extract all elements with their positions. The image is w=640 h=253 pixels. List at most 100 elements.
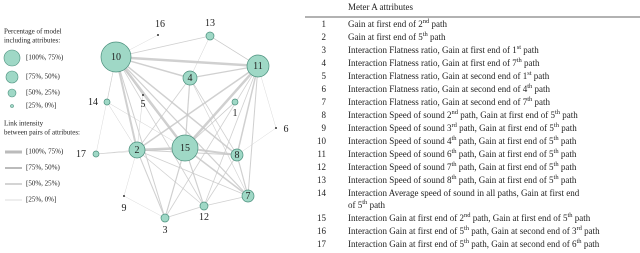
text-part: path — [559, 149, 577, 159]
node-label: 17 — [76, 149, 86, 160]
row-number: 11 — [317, 149, 326, 159]
superscript: th — [451, 135, 457, 142]
text-part: path — [532, 97, 550, 107]
edges — [95, 34, 277, 219]
node-label: 7 — [246, 191, 251, 202]
superscript: th — [451, 161, 457, 168]
text-part: Interaction Gain at first end of 2 — [348, 213, 464, 223]
link — [136, 149, 166, 219]
row-text: Interaction Flatness ratio, Gain at seco… — [348, 70, 550, 81]
node-label: 11 — [253, 61, 263, 72]
node — [157, 34, 159, 36]
link — [136, 94, 144, 151]
legend-label: [50%, 25%) — [26, 180, 60, 188]
text-part: Interaction Flatness ratio, Gain at seco… — [348, 71, 527, 81]
link — [115, 55, 259, 68]
row-number: 5 — [322, 71, 327, 81]
node-label: 5 — [141, 99, 146, 110]
row-number: 4 — [322, 58, 327, 68]
row-number: 7 — [322, 97, 327, 107]
link — [189, 35, 211, 79]
text-part: path — [573, 213, 591, 223]
row-text: Interaction Gain at first end of 2nd pat… — [348, 212, 591, 223]
superscript: th — [451, 174, 457, 181]
link — [164, 205, 205, 219]
row-number: 13 — [317, 175, 327, 185]
superscript: th — [577, 238, 583, 245]
link — [106, 101, 138, 151]
node — [100, 41, 132, 73]
legend-label: [100%, 75%) — [26, 148, 64, 156]
text-part: path, Gain at second end of 3 — [469, 226, 577, 236]
superscript: th — [527, 96, 533, 103]
text-part: path — [559, 175, 577, 185]
link — [115, 35, 211, 58]
superscript: th — [554, 135, 560, 142]
link — [115, 56, 166, 219]
link — [95, 56, 117, 155]
node-label: 10 — [111, 52, 121, 63]
link — [189, 77, 249, 197]
superscript: th — [423, 31, 429, 38]
text-part: Interaction Speed of sound 6 — [348, 149, 452, 159]
row-text: Interaction Speed of sound 4th path, Gai… — [348, 135, 577, 146]
row-number: 6 — [322, 84, 327, 94]
row-number: 15 — [317, 213, 327, 223]
text-part: Interaction Average speed of sound in al… — [348, 188, 580, 198]
node — [230, 148, 244, 162]
text-part: Interaction Flatness ratio, Gain at firs… — [348, 45, 517, 55]
superscript: th — [554, 148, 560, 155]
text-part: path — [532, 84, 550, 94]
node-label: 15 — [180, 143, 190, 154]
link — [115, 56, 205, 207]
text-part: path — [582, 226, 600, 236]
row-text: Interaction Gain at first end of 5th pat… — [348, 225, 600, 236]
text-part: Gain at first end of 5 — [348, 32, 423, 42]
node-label: 12 — [199, 212, 209, 223]
node — [231, 98, 239, 106]
legend-title: including attributes: — [4, 37, 60, 45]
text-part: Interaction Flatness ratio, Gain at seco… — [348, 84, 528, 94]
text-part: path, Gain at first end of 5 — [457, 162, 554, 172]
row-number: 16 — [317, 226, 327, 236]
superscript: rd — [577, 225, 583, 232]
link — [136, 65, 259, 151]
link — [189, 77, 238, 156]
text-part: Interaction Speed of sound 2 — [348, 110, 451, 120]
legend-circle — [10, 104, 14, 108]
legend-title: between pairs of attributes: — [4, 129, 80, 137]
node — [123, 195, 125, 197]
row-text: Interaction Speed of sound 3rd path, Gai… — [348, 122, 577, 133]
row-text: Interaction Flatness ratio, Gain at seco… — [348, 83, 551, 94]
legend-label: [25%, 0%] — [26, 102, 56, 110]
node-label: 2 — [135, 145, 140, 156]
row-text: Interaction Speed of sound 6th path, Gai… — [348, 148, 577, 159]
text-part: of 5 — [348, 200, 363, 210]
superscript: th — [451, 148, 457, 155]
text-part: path, Gain at first end of 5 — [458, 110, 555, 120]
node-label: 8 — [235, 150, 240, 161]
node-label: 16 — [155, 19, 165, 30]
superscript: th — [554, 161, 560, 168]
link — [184, 65, 259, 149]
text-part: path — [532, 71, 550, 81]
node-label: 3 — [163, 225, 168, 236]
superscript: th — [555, 109, 561, 116]
row-text: Interaction Average speed of sound in al… — [348, 188, 580, 198]
text-part: Interaction Flatness ratio, Gain at firs… — [348, 58, 517, 68]
text-part: path — [582, 239, 600, 249]
link — [123, 195, 166, 219]
text-part: path — [522, 58, 540, 68]
link — [115, 56, 249, 197]
text-part: Interaction Speed of sound 8 — [348, 175, 452, 185]
row-text: Interaction Gain at first end of 5th pat… — [348, 238, 600, 249]
legend-title: Link intensity — [4, 120, 44, 128]
node — [128, 141, 146, 159]
link — [136, 149, 249, 197]
node — [205, 31, 215, 41]
text-part: Interaction Speed of sound 7 — [348, 162, 452, 172]
superscript: st — [517, 44, 522, 51]
node — [182, 70, 198, 86]
